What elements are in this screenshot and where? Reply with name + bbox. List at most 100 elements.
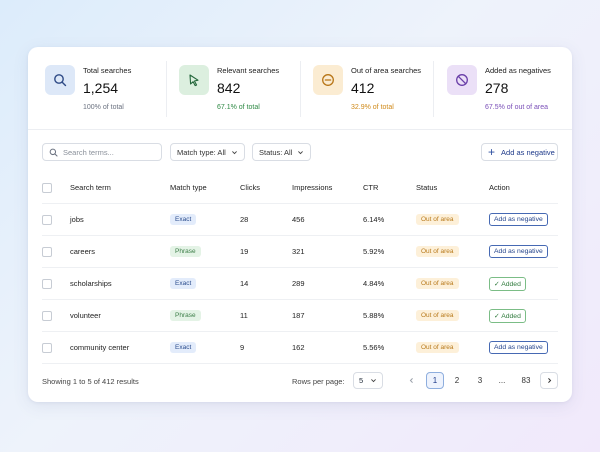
row-added-label: Added [501,280,521,288]
row-checkbox[interactable] [42,342,52,353]
stat-icon-box [179,65,209,95]
chevron-down-icon [298,150,303,154]
stat-label: Out of area searches [351,66,422,75]
stat-label: Relevant searches [217,66,280,75]
page-3-button[interactable]: 3 [477,376,483,385]
match-type-badge: Exact [170,278,197,289]
row-add-negative-button[interactable]: Add as negative [489,213,548,226]
search-icon [49,148,58,157]
stat-sub: 67.5% of out of area [485,104,549,111]
match-type-filter[interactable]: Match type: All [170,143,245,161]
stat-label: Total searches [83,66,132,75]
chevron-right-icon [547,378,551,383]
chevron-down-icon [371,379,376,383]
check-icon: ✓ [494,280,502,288]
row-added-label: Added [501,312,521,320]
chevron-left-icon [409,378,413,383]
search-input[interactable] [63,147,153,157]
search-terms-card: Total searches 1,254 100% of total Relev… [28,47,572,402]
stat-value: 278 [485,80,509,96]
ctr: 5.88% [363,299,416,332]
col-action: Action [489,172,558,204]
match-type-badge: Phrase [170,310,201,321]
stat-icon-box [313,65,343,95]
clicks: 28 [240,203,292,236]
col-status[interactable]: Status [416,172,489,204]
row-added-button[interactable]: ✓ Added [489,308,526,323]
ctr: 4.84% [363,267,416,300]
ctr: 5.56% [363,331,416,364]
row-checkbox[interactable] [42,310,52,321]
table-row: volunteer Phrase 11 187 5.88% Out of are… [42,299,558,332]
next-page-button[interactable] [540,372,558,389]
prev-page-button[interactable] [404,372,418,389]
add-as-negative-label: Add as negative [501,147,555,157]
col-match-type[interactable]: Match type [170,172,240,204]
stat-value: 412 [351,80,375,96]
clicks: 19 [240,235,292,268]
match-type-badge: Exact [170,342,197,353]
divider [166,61,167,117]
chevron-down-icon [232,150,237,154]
col-clicks[interactable]: Clicks [240,172,292,204]
stat-value: 1,254 [83,80,119,96]
status-filter[interactable]: Status: All [252,143,311,161]
row-added-button[interactable]: ✓ Added [489,276,526,291]
search-terms-table: Search term Match type Clicks Impression… [42,172,558,364]
stat-value: 842 [217,80,241,96]
search-icon [54,74,67,87]
search-term: scholarships [70,267,170,300]
rows-per-page-value: 5 [359,376,364,385]
row-checkbox[interactable] [42,278,52,289]
ctr: 5.92% [363,235,416,268]
rows-per-page-label: Rows per page: [292,377,345,386]
stat-icon-box [447,65,477,95]
status-badge: Out of area [416,246,459,257]
page-1-button[interactable]: 1 [426,372,444,389]
match-type-badge: Exact [170,214,197,225]
page-83-button[interactable]: 83 [521,376,531,385]
row-checkbox[interactable] [42,246,52,257]
match-type-filter-label: Match type: All [177,147,226,157]
impressions: 321 [292,235,363,268]
stat-icon-box [45,65,75,95]
add-as-negative-button[interactable]: + Add as negative [481,143,558,161]
page-2-button[interactable]: 2 [454,376,460,385]
select-all-checkbox[interactable] [42,182,52,193]
divider [433,61,434,117]
status-filter-label: Status: All [259,147,293,157]
cursor-icon [189,74,199,87]
results-count: Showing 1 to 5 of 412 results [42,377,139,386]
stat-sub: 32.9% of total [351,104,394,111]
match-type-badge: Phrase [170,246,201,257]
status-badge: Out of area [416,278,459,289]
col-search-term[interactable]: Search term [70,172,170,204]
rows-per-page-select[interactable]: 5 [353,372,383,389]
search-term: community center [70,331,170,364]
row-add-negative-button[interactable]: Add as negative [489,341,548,354]
divider [300,61,301,117]
stat-label: Added as negatives [485,66,551,75]
ctr: 6.14% [363,203,416,236]
impressions: 162 [292,331,363,364]
block-icon [456,74,468,86]
row-checkbox[interactable] [42,214,52,225]
search-box[interactable] [42,143,162,161]
status-badge: Out of area [416,342,459,353]
minus-circle-icon [322,74,334,86]
impressions: 187 [292,299,363,332]
impressions: 289 [292,267,363,300]
status-badge: Out of area [416,214,459,225]
status-badge: Out of area [416,310,459,321]
stats-bar: Total searches 1,254 100% of total Relev… [28,47,572,130]
col-ctr[interactable]: CTR [363,172,416,204]
stat-sub: 100% of total [83,104,124,111]
clicks: 14 [240,267,292,300]
page-ellipsis: ... [498,376,506,385]
row-add-negative-button[interactable]: Add as negative [489,245,548,258]
col-impressions[interactable]: Impressions [292,172,363,204]
impressions: 456 [292,203,363,236]
table-row: community center Exact 9 162 5.56% Out o… [42,331,558,364]
table-header-row: Search term Match type Clicks Impression… [42,172,558,204]
clicks: 11 [240,299,292,332]
